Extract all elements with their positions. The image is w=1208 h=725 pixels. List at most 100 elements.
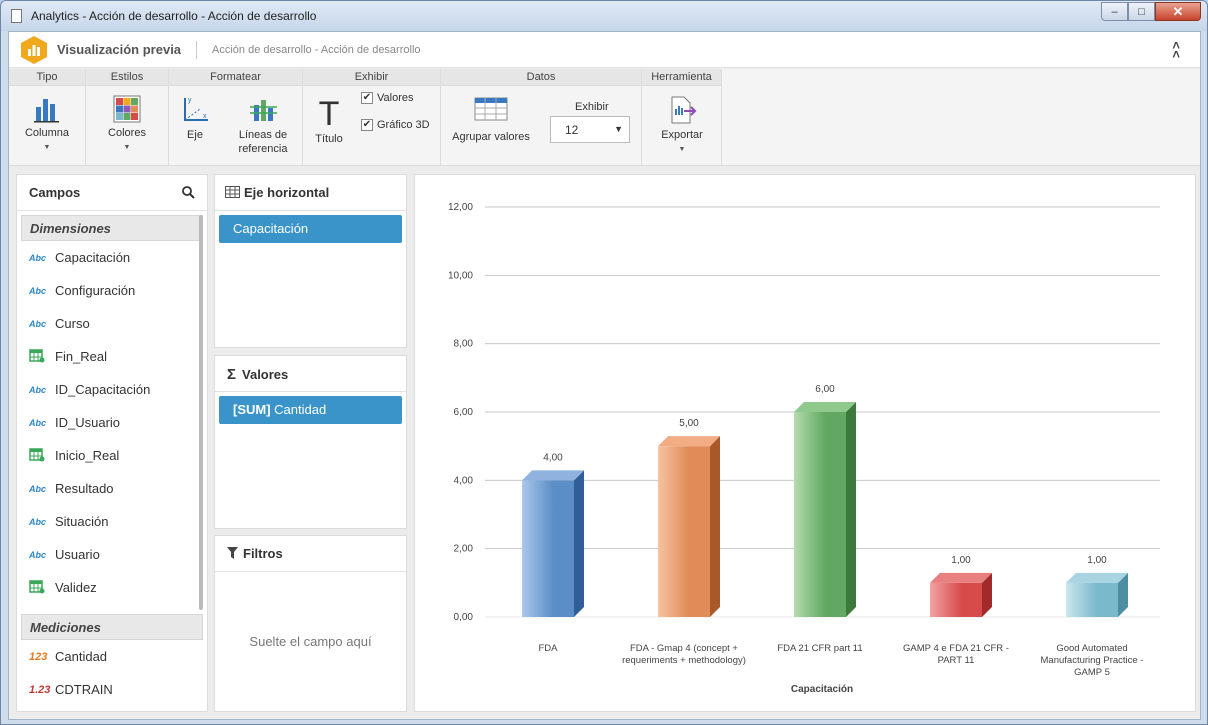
field-item[interactable]: 1.23 CDTRAIN: [17, 673, 207, 706]
ribbon-group-estilos: Estilos Colores ▼: [86, 69, 169, 166]
filters-drop-zone[interactable]: Suelte el campo aquí: [249, 634, 372, 649]
close-button[interactable]: ✕: [1155, 2, 1201, 21]
colors-label: Colores: [108, 127, 146, 139]
data-label: 1,00: [951, 555, 971, 566]
analytics-logo-icon: [21, 36, 47, 64]
svg-text:y: y: [188, 97, 192, 104]
bar-side: [710, 436, 720, 617]
values-panel-header: Σ Valores: [215, 356, 406, 392]
app-content: Visualización previa Acción de desarroll…: [8, 31, 1201, 720]
text-type-icon: Abc: [29, 252, 47, 263]
search-icon[interactable]: [182, 186, 195, 199]
bar-side: [1118, 572, 1128, 617]
data-label: 4,00: [543, 452, 563, 463]
x-tick-label: PART 11: [938, 655, 975, 666]
filters-panel-header: Filtros: [215, 536, 406, 572]
field-item-label: Cantidad: [55, 649, 108, 664]
y-tick-label: 8,00: [454, 339, 474, 350]
minimize-button[interactable]: –: [1101, 2, 1128, 21]
collapse-ribbon-icon[interactable]: ˄ ˄: [1172, 38, 1180, 62]
text-type-icon: Abc: [29, 285, 47, 296]
field-item[interactable]: Abc Situación: [17, 505, 207, 538]
exhibir-count-label: Exhibir: [575, 101, 609, 113]
dimensions-section-title: Dimensiones: [21, 215, 203, 241]
bar-top: [930, 572, 992, 583]
values-checkbox[interactable]: ✔ Valores: [361, 92, 413, 104]
field-item[interactable]: Validez: [17, 571, 207, 604]
field-item[interactable]: Abc ID_Capacitación: [17, 373, 207, 406]
chart-3d-checkbox[interactable]: ✔ Gráfico 3D: [361, 119, 430, 131]
field-item[interactable]: Abc Resultado: [17, 472, 207, 505]
filter-funnel-icon: [227, 547, 238, 559]
ribbon-group-label: Tipo: [9, 69, 85, 86]
bar: [658, 446, 710, 617]
colors-button[interactable]: Colores ▼: [96, 95, 158, 151]
bar-top: [1066, 572, 1128, 583]
axis-label: Eje: [187, 129, 203, 141]
filters-panel-title: Filtros: [243, 546, 283, 561]
column-type-label: Columna: [24, 127, 70, 139]
fields-scrollbar[interactable]: [199, 215, 203, 610]
field-item[interactable]: Fin_Real: [17, 340, 207, 373]
bar: [930, 582, 982, 617]
field-item[interactable]: Inicio_Real: [17, 439, 207, 472]
ribbon-group-label: Herramienta: [642, 69, 721, 86]
page-subtitle: Acción de desarrollo - Acción de desarro…: [212, 44, 421, 56]
field-item-label: ID_Usuario: [55, 415, 121, 430]
field-item[interactable]: Abc Capacitación: [17, 241, 207, 274]
field-item[interactable]: Abc Configuración: [17, 274, 207, 307]
title-button[interactable]: T Título: [309, 95, 349, 146]
data-label: 6,00: [815, 384, 835, 395]
exhibir-count-select[interactable]: 12 ▼: [550, 116, 630, 143]
field-item[interactable]: Abc ID_Usuario: [17, 406, 207, 439]
x-tick-label: Manufacturing Practice -: [1041, 655, 1144, 666]
reference-lines-icon: [250, 100, 277, 121]
title-text-icon: T: [319, 95, 340, 133]
page-header: Visualización previa Acción de desarroll…: [9, 32, 1200, 68]
field-item-label: Resultado: [55, 481, 114, 496]
values-field-chip[interactable]: [SUM] Cantidad: [219, 396, 402, 424]
exhibir-count-value: 12: [565, 123, 579, 137]
bar: [1066, 582, 1118, 617]
field-item[interactable]: Abc Usuario: [17, 538, 207, 571]
chevron-down-icon: ▼: [678, 146, 686, 153]
ribbon-group-label: Exhibir: [303, 69, 440, 86]
field-item-label: Inicio_Real: [55, 448, 120, 463]
window-titlebar: Analytics - Acción de desarrollo - Acció…: [1, 1, 1207, 31]
ribbon-group-label: Datos: [441, 69, 641, 86]
field-item-label: Validez: [55, 580, 97, 595]
header-divider: [196, 41, 197, 59]
chart-panel: 0,00 2,00 4,00 6,00 8,00 10,00 12,00 4,00 FDA 5,0…: [414, 174, 1196, 712]
horizontal-axis-field-chip[interactable]: Capacitación: [219, 215, 402, 243]
axis-icon: yx: [184, 97, 208, 121]
export-label: Exportar: [661, 129, 703, 141]
maximize-button[interactable]: □: [1128, 2, 1155, 21]
svg-text:x: x: [203, 113, 207, 120]
fields-panel-title: Campos: [29, 185, 81, 200]
column-type-button[interactable]: Columna ▼: [15, 95, 79, 151]
title-label: Título: [315, 133, 343, 145]
measures-section-title: Mediciones: [21, 614, 203, 640]
field-item-label: Usuario: [55, 547, 100, 562]
field-item[interactable]: 123 Cantidad: [17, 640, 207, 673]
x-tick-label: Good Automated: [1056, 643, 1127, 654]
y-tick-label: 2,00: [454, 544, 474, 555]
calendar-icon: [29, 347, 47, 366]
field-item-label: Fin_Real: [55, 349, 108, 364]
reference-lines-button[interactable]: Líneas de referencia: [231, 95, 295, 156]
values-field-label: Cantidad: [274, 402, 327, 417]
export-button[interactable]: Exportar ▼: [650, 95, 714, 153]
fields-panel-header: Campos: [17, 175, 207, 211]
field-item[interactable]: Abc Curso: [17, 307, 207, 340]
checkmark-icon[interactable]: ✔: [361, 119, 373, 131]
table-grid-icon: [474, 97, 508, 121]
group-values-button[interactable]: Agrupar valores: [447, 95, 535, 144]
bar-side: [982, 572, 992, 617]
ribbon-group-tipo: Tipo Columna ▼: [9, 69, 86, 166]
chevron-down-icon: ▼: [43, 144, 51, 151]
grid-table-icon: [225, 186, 240, 198]
checkmark-icon[interactable]: ✔: [361, 92, 373, 104]
